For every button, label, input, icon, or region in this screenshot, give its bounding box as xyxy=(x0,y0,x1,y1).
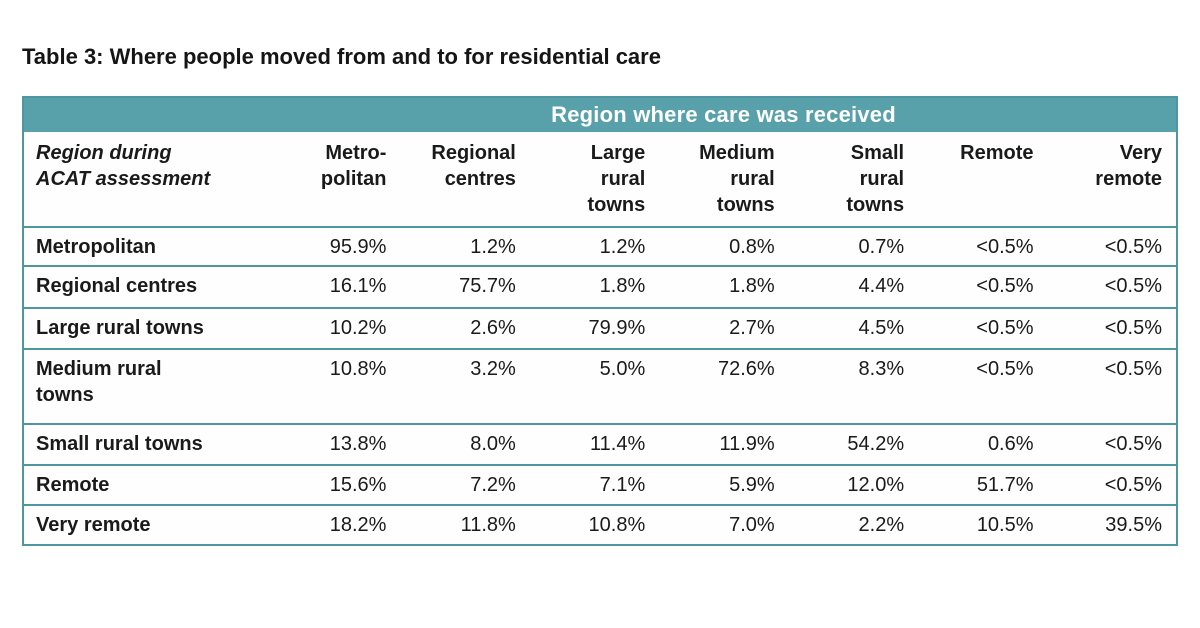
data-cell: 15.6% xyxy=(329,474,387,496)
data-cell: 79.9% xyxy=(588,317,646,339)
column-header-regional-centres: Regional centres xyxy=(400,132,530,227)
data-cell: 1.2% xyxy=(599,236,646,258)
data-cell: <0.5% xyxy=(1104,236,1162,258)
data-cell: 39.5% xyxy=(1105,514,1162,536)
banner-empty-cell xyxy=(23,97,271,132)
data-cell: 10.2% xyxy=(329,317,387,339)
data-cell: <0.5% xyxy=(1104,317,1162,339)
row-label: Regional centres xyxy=(36,275,198,297)
table-row-remote: Remote 15.6% 7.2% 7.1% 5.9% 12.0% 51.7% … xyxy=(23,465,1177,505)
data-cell: 3.2% xyxy=(470,358,516,380)
data-cell: 16.1% xyxy=(329,275,387,297)
table-caption: Table 3: Where people moved from and to … xyxy=(22,44,661,69)
data-cell: 54.2% xyxy=(847,433,905,455)
data-cell: <0.5% xyxy=(976,358,1034,380)
column-header-small-rural-towns: Small rural towns xyxy=(788,132,919,227)
data-cell: 8.3% xyxy=(858,358,905,380)
data-cell: 4.4% xyxy=(858,275,905,297)
data-cell: 5.9% xyxy=(729,474,775,496)
data-cell: 0.8% xyxy=(729,236,775,258)
data-cell: 11.9% xyxy=(719,433,775,455)
data-cell: 1.8% xyxy=(599,275,646,297)
data-cell: 72.6% xyxy=(717,358,775,380)
data-cell: 0.7% xyxy=(858,236,905,258)
row-label: Small rural towns xyxy=(36,433,203,455)
data-cell: 2.2% xyxy=(858,514,905,536)
data-cell: <0.5% xyxy=(1104,474,1162,496)
column-header-row: Region during ACAT assessment Metro- pol… xyxy=(23,132,1177,227)
table-row-medium-rural-towns: Medium rural towns 10.8% 3.2% 5.0% 72.6%… xyxy=(23,349,1177,424)
data-cell: 4.5% xyxy=(858,317,905,339)
table-row-small-rural-towns: Small rural towns 13.8% 8.0% 11.4% 11.9%… xyxy=(23,424,1177,465)
data-cell: <0.5% xyxy=(1104,275,1162,297)
column-header-medium-rural-towns: Medium rural towns xyxy=(659,132,789,227)
data-cell: <0.5% xyxy=(976,236,1034,258)
data-cell: 11.4% xyxy=(590,433,646,455)
table-row-very-remote: Very remote 18.2% 11.8% 10.8% 7.0% 2.2% … xyxy=(23,505,1177,545)
data-cell: 10.8% xyxy=(588,514,646,536)
data-cell: <0.5% xyxy=(1104,358,1162,380)
table-row-metropolitan: Metropolitan 95.9% 1.2% 1.2% 0.8% 0.7% <… xyxy=(23,227,1177,266)
data-cell: 0.6% xyxy=(987,433,1034,455)
data-cell: <0.5% xyxy=(1104,433,1162,455)
column-header-remote: Remote xyxy=(918,132,1048,227)
data-cell: 7.2% xyxy=(470,474,516,496)
banner-region-care-received: Region where care was received xyxy=(271,97,1177,132)
row-label: Remote xyxy=(36,474,110,496)
data-cell: <0.5% xyxy=(976,317,1034,339)
banner-row: Region where care was received xyxy=(23,97,1177,132)
data-cell: 11.8% xyxy=(460,514,516,536)
data-cell: 1.2% xyxy=(470,236,516,258)
row-label: Medium rural towns xyxy=(36,358,162,406)
data-cell: 8.0% xyxy=(470,433,516,455)
row-label: Very remote xyxy=(36,514,151,536)
data-cell: 12.0% xyxy=(847,474,905,496)
data-cell: 18.2% xyxy=(329,514,387,536)
table-row-large-rural-towns: Large rural towns 10.2% 2.6% 79.9% 2.7% … xyxy=(23,308,1177,349)
data-cell: 75.7% xyxy=(459,275,516,297)
data-cell: 2.7% xyxy=(729,317,775,339)
row-header-region-during-acat: Region during ACAT assessment xyxy=(23,132,271,227)
row-label: Large rural towns xyxy=(36,317,204,339)
data-cell: 7.1% xyxy=(599,474,646,496)
data-cell: 1.8% xyxy=(729,275,775,297)
row-label: Metropolitan xyxy=(36,236,156,258)
column-header-metropolitan: Metro- politan xyxy=(271,132,401,227)
column-header-large-rural-towns: Large rural towns xyxy=(529,132,660,227)
data-cell: 2.6% xyxy=(470,317,516,339)
residential-care-movement-table: Region where care was received Region du… xyxy=(22,96,1178,546)
data-cell: 10.8% xyxy=(329,358,387,380)
data-cell: <0.5% xyxy=(976,275,1034,297)
data-cell: 7.0% xyxy=(729,514,775,536)
column-header-very-remote: Very remote xyxy=(1047,132,1177,227)
data-cell: 10.5% xyxy=(976,514,1034,536)
data-cell: 13.8% xyxy=(329,433,387,455)
table-row-regional-centres: Regional centres 16.1% 75.7% 1.8% 1.8% 4… xyxy=(23,266,1177,308)
data-cell: 51.7% xyxy=(976,474,1034,496)
data-cell: 95.9% xyxy=(329,236,387,258)
data-cell: 5.0% xyxy=(599,358,646,380)
